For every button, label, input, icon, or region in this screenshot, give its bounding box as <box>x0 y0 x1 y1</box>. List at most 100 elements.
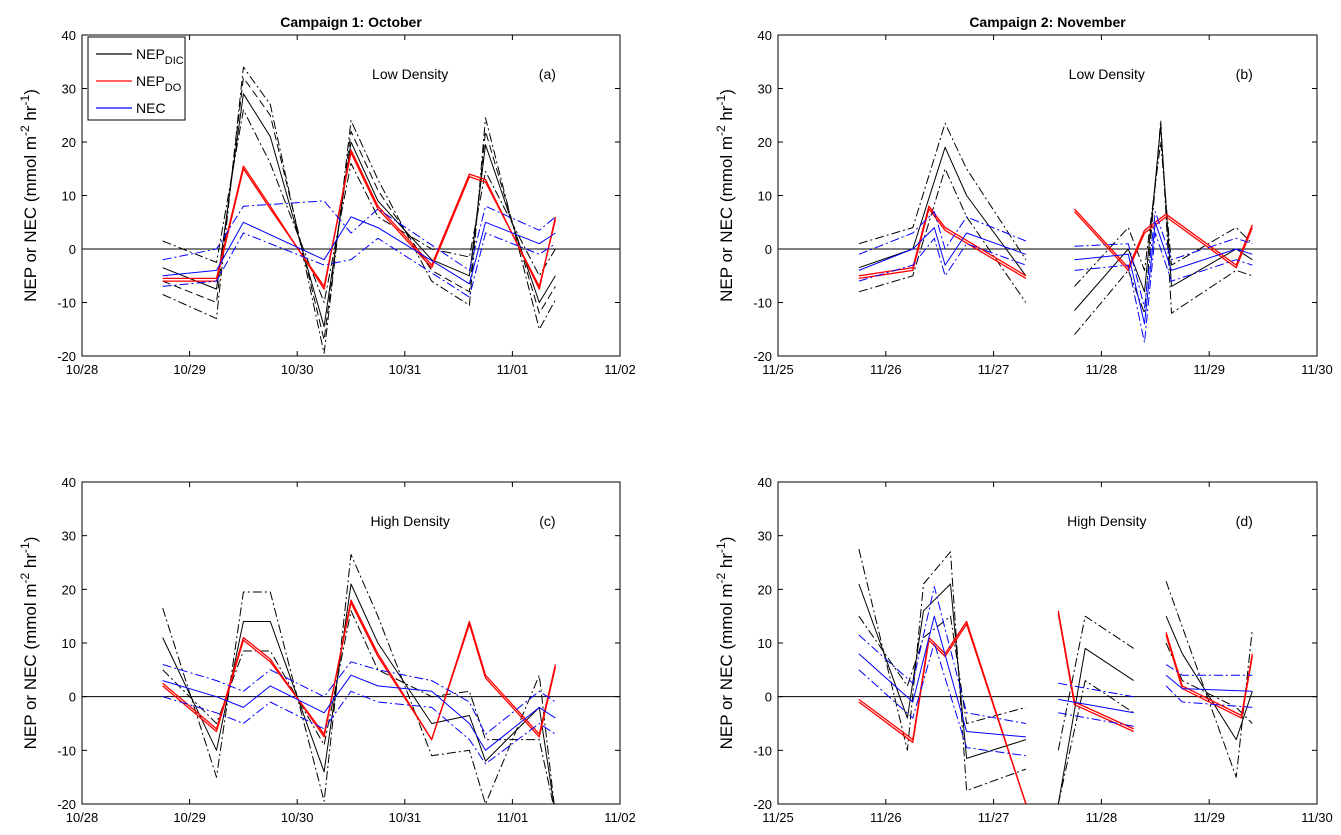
x-tick-label: 10/29 <box>173 362 206 377</box>
series-line-dic <box>858 168 1027 303</box>
x-tick-label: 10/28 <box>66 810 99 825</box>
y-tick-label: 10 <box>62 189 76 204</box>
series-line-nec <box>1074 232 1253 344</box>
legend-entry: NEC <box>136 100 166 116</box>
x-tick-label: 11/30 <box>1301 810 1333 825</box>
series-line-nec <box>162 216 556 285</box>
series-group <box>162 554 557 804</box>
y-tick-label: -10 <box>753 296 772 311</box>
series-line-dic <box>1165 642 1253 724</box>
series-line-dic <box>162 66 556 354</box>
series-line-nec <box>858 227 1027 271</box>
y-tick-label: -20 <box>753 349 772 364</box>
y-tick-label: 30 <box>758 529 772 544</box>
x-tick-label: 11/28 <box>1086 810 1118 825</box>
series-line-nec <box>1074 211 1253 309</box>
series-line-do <box>1074 208 1253 269</box>
series-line-nec <box>162 232 556 298</box>
y-tick-label: -20 <box>57 797 76 812</box>
series-line-dic <box>162 554 555 804</box>
series-line-nec <box>1058 682 1134 698</box>
panel-a: -20 -10 0 10 20 30 40 10/28 10/29 10/30 10/31 11/01… <box>18 14 636 377</box>
x-tick-label: 10/30 <box>281 810 314 825</box>
chart-title: Campaign 2: November <box>969 14 1126 30</box>
y-tick-label: 10 <box>758 189 772 204</box>
series-line-dic <box>162 77 556 341</box>
series-line-nec <box>858 211 1027 255</box>
legend-entry: NEPDO <box>136 73 182 94</box>
series-line-nec <box>858 586 1026 724</box>
y-tick-label: 0 <box>69 690 76 705</box>
series-line-dic <box>858 548 1027 792</box>
y-tick-label: -20 <box>753 797 772 812</box>
x-tick-label: 11/28 <box>1086 362 1118 377</box>
series-line-dic <box>858 122 1027 260</box>
y-tick-label: 20 <box>62 582 76 597</box>
y-axis-label: NEP or NEC (mmol m-2 hr-1) <box>18 89 40 302</box>
y-tick-label: 30 <box>758 82 772 97</box>
series-line-nec <box>1074 221 1253 325</box>
panel-label: (a) <box>539 66 556 82</box>
series-line-nec <box>858 615 1026 738</box>
series-line-dic <box>1057 615 1134 751</box>
y-tick-label: 0 <box>765 690 772 705</box>
series-line-nec <box>1058 712 1134 727</box>
series-line-dic <box>1074 120 1253 335</box>
y-tick-label: 20 <box>758 582 772 597</box>
x-tick-label: 11/29 <box>1193 362 1225 377</box>
x-tick-label: 10/28 <box>66 362 99 377</box>
chart-title: Campaign 1: October <box>280 14 422 30</box>
series-line-dic <box>858 583 1027 759</box>
series-line-do <box>162 602 557 741</box>
series-line-dic <box>858 146 1027 277</box>
panel-c: -20 -10 0 10 20 30 40 10/28 10/29 10/30 10/31 11/01… <box>18 475 636 825</box>
density-label: Low Density <box>1069 66 1145 82</box>
legend: NEPDIC NEPDO NEC <box>87 36 186 121</box>
series-group <box>858 548 1253 804</box>
panel-label: (b) <box>1236 66 1253 82</box>
y-tick-label: 30 <box>62 529 76 544</box>
series-line-do <box>858 208 1027 280</box>
legend-entry: NEPDIC <box>136 46 184 67</box>
series-line-dic <box>1057 647 1134 804</box>
y-tick-label: -10 <box>57 296 76 311</box>
y-tick-label: -10 <box>753 743 772 758</box>
y-tick-label: 40 <box>758 28 772 43</box>
x-tick-label: 11/26 <box>870 362 902 377</box>
y-tick-label: 40 <box>62 28 76 43</box>
x-tick-label: 11/25 <box>762 810 794 825</box>
density-label: Low Density <box>372 66 448 82</box>
y-tick-label: 0 <box>69 242 76 257</box>
series-line-dic <box>162 583 555 804</box>
y-tick-label: -20 <box>57 349 76 364</box>
x-tick-label: 11/26 <box>870 810 902 825</box>
series-group <box>162 66 557 354</box>
y-tick-label: 20 <box>758 135 772 150</box>
series-line-nec <box>162 661 556 735</box>
y-tick-label: 10 <box>62 636 76 651</box>
series-line-do <box>162 152 557 288</box>
y-axis-label: NEP or NEC (mmol m-2 hr-1) <box>714 89 736 302</box>
series-line-nec <box>858 237 1027 282</box>
x-tick-label: 10/31 <box>389 810 422 825</box>
series-line-nec <box>1165 685 1253 708</box>
y-axis-label: NEP or NEC (mmol m-2 hr-1) <box>18 537 40 750</box>
series-line-dic <box>162 93 556 328</box>
density-label: High Density <box>370 513 449 529</box>
panel-label: (d) <box>1236 513 1253 529</box>
y-tick-label: -10 <box>57 743 76 758</box>
y-tick-label: 40 <box>758 475 772 490</box>
series-line-nec <box>1058 698 1134 714</box>
x-tick-label: 10/31 <box>389 362 422 377</box>
x-tick-label: 11/27 <box>978 362 1010 377</box>
series-group <box>858 120 1253 344</box>
series-line-dic <box>1165 581 1253 778</box>
y-tick-label: 10 <box>758 636 772 651</box>
x-tick-label: 11/27 <box>978 810 1010 825</box>
y-axis-label: NEP or NEC (mmol m-2 hr-1) <box>714 537 736 750</box>
series-line-do <box>858 205 1027 277</box>
x-tick-label: 10/30 <box>281 362 314 377</box>
series-line-nec <box>1165 664 1253 676</box>
axes-frame <box>777 34 1318 357</box>
